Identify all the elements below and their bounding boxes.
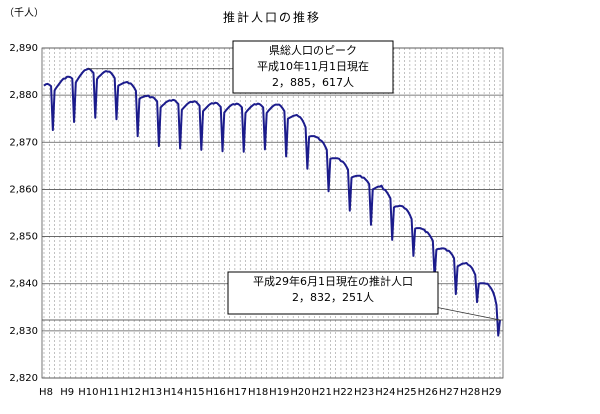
plot-frame xyxy=(41,47,504,379)
x-tick-label: H13 xyxy=(142,387,162,398)
x-tick-label: H23 xyxy=(354,387,374,398)
x-tick-label: H21 xyxy=(312,387,332,398)
x-tick-label: H24 xyxy=(375,387,395,398)
chart-title: 推計人口の推移 xyxy=(223,10,321,25)
x-tick-label: H19 xyxy=(269,387,289,398)
x-tick-label: H12 xyxy=(121,387,141,398)
annotation-text: 県総人口のピーク xyxy=(269,43,357,57)
x-tick-label: H11 xyxy=(100,387,120,398)
x-tick-label: H20 xyxy=(290,387,310,398)
x-tick-label: H29 xyxy=(481,387,501,398)
annotation-box xyxy=(227,271,439,315)
y-tick-label: 2,850 xyxy=(9,232,38,243)
y-tick-label: 2,830 xyxy=(9,326,38,337)
annotation-text: 平成10年11月1日現在 xyxy=(257,59,369,73)
y-tick-label: 2,890 xyxy=(9,43,38,54)
x-tick-label: H27 xyxy=(439,387,459,398)
annotation-text: 2，832，251人 xyxy=(292,291,374,304)
y-tick-label: 2,880 xyxy=(9,90,38,101)
annotation-text: 2，885，617人 xyxy=(272,76,354,89)
x-tick-label: H9 xyxy=(60,387,74,398)
x-tick-label: H10 xyxy=(78,387,98,398)
y-axis-label: （千人） xyxy=(4,7,44,19)
annotation-text: 平成29年6月1日現在の推計人口 xyxy=(253,274,413,288)
x-tick-label: H22 xyxy=(333,387,353,398)
x-tick-label: H26 xyxy=(418,387,438,398)
x-tick-label: H8 xyxy=(39,387,53,398)
y-tick-label: 2,870 xyxy=(9,137,38,148)
y-tick-label: 2,820 xyxy=(9,373,38,384)
x-tick-label: H15 xyxy=(184,387,204,398)
annotation-box xyxy=(232,40,394,94)
x-tick-label: H16 xyxy=(206,387,226,398)
y-tick-label: 2,840 xyxy=(9,279,38,290)
y-tick-label: 2,860 xyxy=(9,184,38,195)
x-tick-label: H25 xyxy=(396,387,416,398)
x-tick-label: H28 xyxy=(460,387,480,398)
data-line xyxy=(43,67,501,337)
x-tick-label: H14 xyxy=(163,387,183,398)
x-tick-label: H18 xyxy=(248,387,268,398)
x-tick-label: H17 xyxy=(227,387,247,398)
